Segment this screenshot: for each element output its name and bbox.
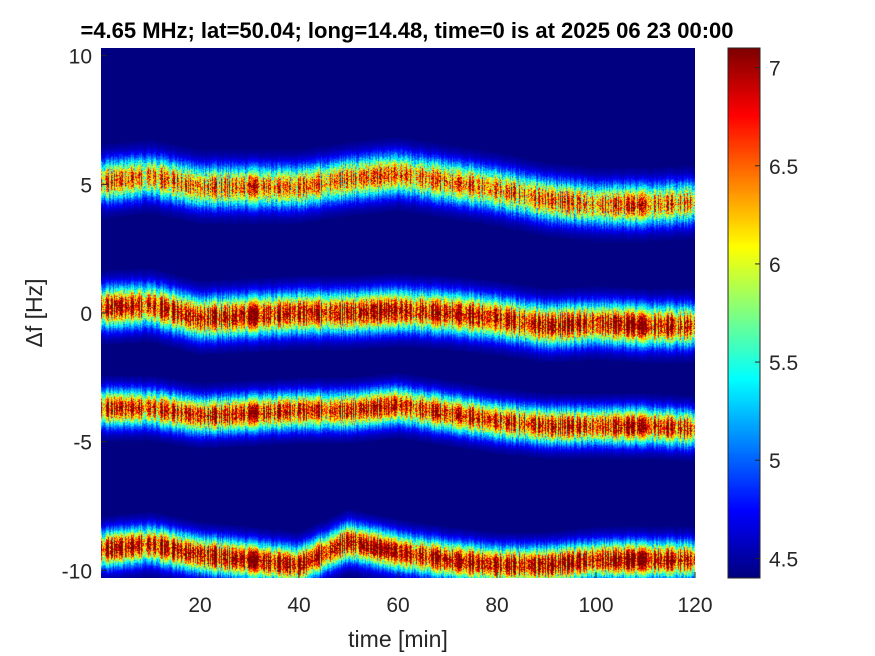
colorbar-frame [727,47,761,579]
x-tick-label: 120 [677,594,712,617]
x-tick-label: 20 [188,594,211,617]
colorbar-tick-label: 5 [769,450,781,473]
x-tick-label: 40 [287,594,310,617]
heatmap-image [101,48,695,578]
heatmap-plot-area [101,48,695,578]
y-tick-label: 10 [69,46,92,69]
colorbar-tick-label: 4.5 [769,548,798,571]
x-axis: 20 40 60 80 100 120 [188,572,713,617]
y-tick-label: -10 [62,560,92,583]
colorbar-tick-label: 5.5 [769,352,798,375]
x-tick-label: 100 [578,594,613,617]
colorbar-tick-label: 6.5 [769,156,798,179]
chart-title: =4.65 MHz; lat=50.04; long=14.48, time=0… [80,18,733,43]
y-tick-label: -5 [73,432,92,455]
colorbar-gradient [728,48,760,578]
y-tick-label: 5 [80,174,92,197]
y-tick-label: 0 [80,303,92,326]
colorbar: 7 6.5 6 5.5 5 4.5 [727,47,798,579]
colorbar-tick-label: 7 [769,58,781,81]
y-axis: 10 5 0 -5 -10 [62,46,107,583]
x-tick-label: 60 [386,594,409,617]
colorbar-ticks: 7 6.5 6 5.5 5 4.5 [755,58,798,571]
y-axis-label: Δf [Hz] [21,278,47,347]
colorbar-tick-label: 6 [769,254,781,277]
x-tick-label: 80 [485,594,508,617]
x-axis-label: time [min] [348,626,448,652]
